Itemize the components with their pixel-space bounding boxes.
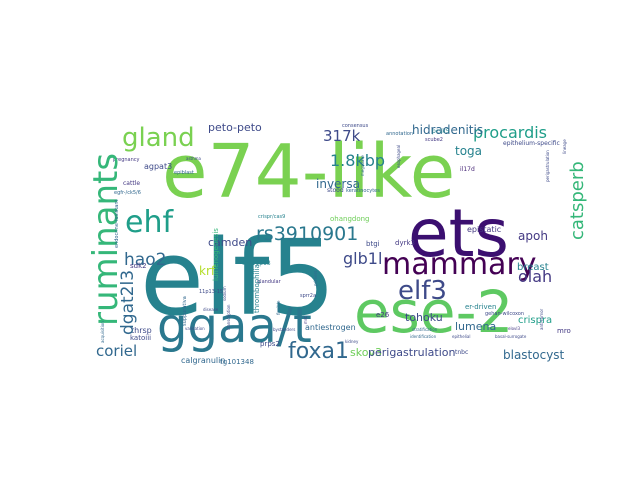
word: hidradenitis: [412, 123, 483, 137]
word: sprr2a: [300, 293, 316, 299]
word: flexible: [276, 300, 281, 315]
word: toga: [455, 144, 482, 158]
word: coriel: [96, 342, 137, 360]
word: epiblast: [174, 170, 194, 176]
word: antiestrogen: [305, 323, 356, 332]
word: identification: [410, 334, 437, 339]
word: foxa1: [288, 339, 349, 364]
word: mro: [557, 327, 571, 335]
word: elf5: [140, 217, 336, 339]
word: hao2: [124, 250, 166, 270]
word: glandular: [257, 279, 282, 285]
word: er-driven: [465, 303, 496, 311]
word: perigastrulation: [368, 346, 455, 359]
word: epithelial: [452, 334, 470, 339]
word: 1.8kbp: [330, 151, 385, 170]
word: basal-surrogate: [495, 334, 527, 339]
word: cattle: [123, 180, 140, 187]
word: krf: [199, 264, 216, 278]
word: calgranulin: [181, 356, 225, 365]
word: elf3: [398, 276, 447, 306]
word: stood: [327, 187, 344, 194]
word: catsperb: [567, 161, 588, 240]
word: agpat3: [144, 162, 172, 171]
word: 317k: [323, 127, 361, 145]
word: apoh: [518, 229, 548, 243]
word: 11p13-15: [199, 289, 223, 295]
word: breast: [517, 262, 549, 273]
word: e26: [376, 311, 390, 319]
word: peto-peto: [208, 121, 262, 134]
word: transcription: [226, 304, 231, 330]
word: endocrine-resistant: [114, 199, 120, 248]
word: ehf: [125, 205, 174, 240]
word: pcsk5: [432, 128, 450, 135]
word: tnbc: [455, 349, 468, 356]
word: ese-2: [354, 278, 513, 346]
word: thrsp: [131, 326, 152, 335]
word: perigastrulation: [545, 150, 550, 182]
word: blastocyst: [503, 348, 565, 362]
word: thrombophilia: [253, 264, 261, 313]
word: prps2: [260, 340, 280, 348]
word: elovl3: [508, 326, 520, 331]
word: lumena: [455, 320, 496, 333]
word: suppurativa: [182, 296, 188, 326]
word: validation: [185, 326, 205, 331]
word: camden: [208, 236, 252, 249]
word: tohoku: [405, 311, 443, 324]
word: rs3910901: [256, 223, 358, 245]
word: lineage: [562, 139, 567, 154]
word: egfr-/ck5/6: [114, 190, 141, 196]
word: inversa: [316, 177, 360, 191]
word: lumenogenesis: [212, 228, 220, 281]
word: btgi: [366, 240, 380, 248]
word: dgat2l3: [118, 270, 138, 335]
word: asthma: [186, 156, 202, 161]
word: mrc: [303, 316, 308, 324]
word: disease: [203, 307, 219, 312]
word: anti-tumor: [539, 308, 544, 330]
word: keratinocytes: [346, 188, 380, 194]
word: primers: [313, 271, 318, 286]
word: il17d: [460, 166, 475, 173]
word: ohangdong: [330, 215, 370, 223]
word: esophageal: [396, 145, 401, 168]
word: ets: [408, 195, 509, 272]
word: kidney: [345, 339, 359, 344]
word: dyrk3: [395, 239, 415, 247]
word: pregnancy: [113, 157, 140, 163]
word: consensus: [342, 123, 369, 129]
word: acquisition: [100, 321, 105, 343]
word: stratification: [412, 327, 438, 332]
word: skov3: [350, 346, 382, 359]
word: mammary: [382, 247, 537, 282]
word: olah: [518, 267, 552, 286]
word: megabase: [360, 155, 365, 176]
word: ggaa/t: [157, 298, 312, 354]
word: epithelium-specific: [503, 140, 560, 147]
word: e74-like: [162, 129, 455, 215]
word: sdk2: [130, 262, 147, 270]
word: procardis: [473, 123, 547, 142]
word: glb1l: [343, 249, 382, 268]
word: ruminants: [86, 153, 126, 326]
word: gehan-wilcoxon: [485, 311, 524, 317]
word: sodium: [222, 286, 227, 301]
word: scube2: [425, 137, 443, 143]
word: katoiii: [130, 334, 151, 342]
word: crispra: [518, 315, 552, 326]
word: chr11p13: [242, 260, 271, 267]
word-cloud-words: elf5 e74-like ese-2 ets ggaa/t mammary e…: [86, 121, 588, 366]
word: tg101348: [220, 358, 254, 366]
word: crispr/cas9: [258, 214, 285, 220]
word: bystanders: [273, 327, 295, 332]
word: gland: [122, 123, 195, 153]
word: epistatic: [467, 225, 501, 234]
word: annotation: [386, 131, 413, 137]
